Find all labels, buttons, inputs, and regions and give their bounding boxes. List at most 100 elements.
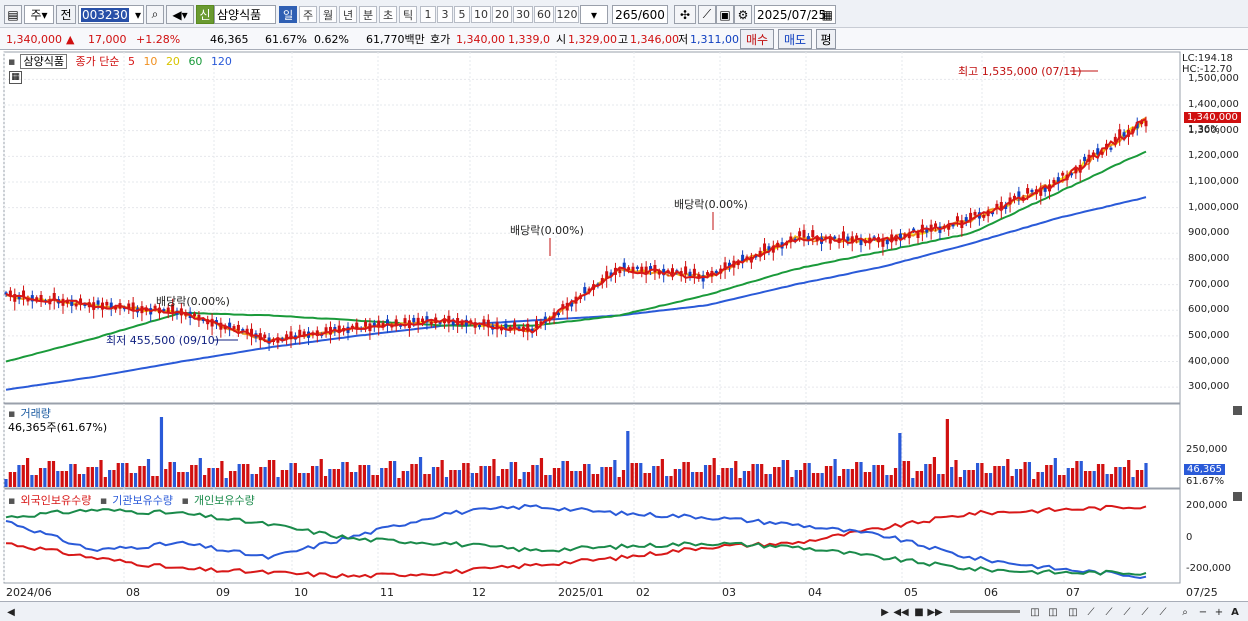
low-price: 1,311,00 bbox=[690, 32, 739, 46]
candle-body bbox=[806, 236, 810, 241]
candle-body bbox=[65, 299, 69, 304]
interval-10[interactable]: 10 bbox=[471, 6, 491, 23]
calendar-icon[interactable]: ▦ bbox=[821, 7, 833, 22]
interval-5[interactable]: 5 bbox=[454, 6, 470, 23]
volume-bar bbox=[393, 461, 397, 487]
legend-square-icon: ▪ bbox=[181, 494, 189, 507]
interval-120[interactable]: 120 bbox=[555, 6, 579, 23]
volume-bar bbox=[742, 471, 747, 487]
play-icon[interactable]: ▶▶ bbox=[927, 606, 943, 618]
save-icon[interactable]: ▣ bbox=[716, 5, 734, 24]
text-tool-icon[interactable]: A bbox=[1231, 606, 1239, 618]
interval-1[interactable]: 1 bbox=[420, 6, 436, 23]
legend-institution[interactable]: 기관보유수량 bbox=[112, 494, 174, 507]
draw-line-icon[interactable]: ⟋ bbox=[698, 5, 716, 24]
close-icon[interactable] bbox=[1233, 406, 1242, 415]
legend-ma10[interactable]: 10 bbox=[143, 55, 158, 68]
mode-select[interactable]: 주 ▾ bbox=[24, 5, 54, 24]
legend-foreign[interactable]: 외국인보유수량 bbox=[20, 494, 92, 507]
legend-stock[interactable]: 삼양식품 bbox=[20, 54, 67, 69]
legend-individual[interactable]: 개인보유수량 bbox=[193, 494, 255, 507]
interval-60[interactable]: 60 bbox=[534, 6, 554, 23]
zoom-slider[interactable] bbox=[950, 610, 1020, 613]
table-icon[interactable]: ▦ bbox=[9, 71, 22, 84]
interval-3[interactable]: 3 bbox=[437, 6, 453, 23]
volume-bar bbox=[1131, 477, 1135, 487]
volume-bar bbox=[56, 471, 60, 487]
volume-bar bbox=[915, 471, 919, 487]
zoom-in-icon[interactable]: + bbox=[1214, 606, 1224, 618]
draw-tool-icon-3[interactable]: ⟋ bbox=[1123, 606, 1131, 618]
tab-period-month[interactable]: 월 bbox=[319, 6, 337, 23]
tab-period-week[interactable]: 주 bbox=[299, 6, 317, 23]
buy-button[interactable]: 매수 bbox=[740, 29, 774, 49]
candle-body bbox=[236, 324, 240, 331]
draw-tool-icon-4[interactable]: ⟋ bbox=[1141, 606, 1149, 618]
scroll-bar[interactable]: ◀ ▶ ◀◀ ■ ▶▶ ◫ ◫ ◫ ⟋ ⟋ ⟋ ⟋ ⟋ ⌕ − + A bbox=[0, 601, 1248, 621]
tab-period-tick[interactable]: 틱 bbox=[399, 6, 417, 23]
gear-icon[interactable]: ⚙ bbox=[734, 5, 752, 24]
stop-icon[interactable]: ■ bbox=[914, 606, 924, 618]
interval-30[interactable]: 30 bbox=[513, 6, 533, 23]
chart-type-icon-2[interactable]: ◫ bbox=[1048, 606, 1058, 618]
interval-select[interactable]: ▾ bbox=[580, 5, 608, 24]
x-axis-label: 11 bbox=[380, 586, 394, 599]
volume-title-text[interactable]: 거래량 bbox=[20, 407, 51, 420]
volume-bar bbox=[479, 466, 483, 487]
volume-bar bbox=[587, 464, 591, 487]
candle-body bbox=[517, 326, 521, 329]
scroll-right-icon[interactable]: ▶ bbox=[881, 606, 889, 618]
search-icon[interactable]: ⌕ bbox=[146, 5, 164, 24]
search-icon[interactable]: ⌕ bbox=[1182, 606, 1188, 618]
candle-body bbox=[1113, 136, 1117, 142]
close-icon[interactable] bbox=[1233, 492, 1242, 501]
rewind-icon[interactable]: ◀◀ bbox=[893, 606, 909, 618]
legend-ma5[interactable]: 5 bbox=[127, 55, 135, 68]
price-chart[interactable]: 최고 1,535,000 (07/11) 최저 455,500 (09/10) … bbox=[0, 50, 1248, 601]
tab-period-year[interactable]: 년 bbox=[339, 6, 357, 23]
interval-20[interactable]: 20 bbox=[492, 6, 512, 23]
volume-bar bbox=[164, 469, 168, 487]
volume-bar bbox=[77, 474, 82, 487]
scroll-left-icon[interactable]: ◀ bbox=[7, 606, 15, 618]
volume-value: 46,365 bbox=[210, 32, 249, 46]
candle-body bbox=[1061, 172, 1065, 176]
candle-body bbox=[727, 262, 731, 267]
draw-tool-icon-2[interactable]: ⟋ bbox=[1105, 606, 1113, 618]
candle-body bbox=[144, 307, 148, 312]
speaker-icon[interactable]: ◀▾ bbox=[166, 5, 194, 24]
code-input[interactable]: 003230 ▾ bbox=[78, 5, 144, 24]
volume-bar bbox=[99, 460, 103, 487]
legend-ma120[interactable]: 120 bbox=[210, 55, 232, 68]
eval-button[interactable]: 평 bbox=[816, 29, 836, 49]
volume-bar bbox=[505, 469, 509, 487]
volume-bar bbox=[1088, 471, 1092, 487]
tab-period-second[interactable]: 초 bbox=[379, 6, 397, 23]
count-input[interactable]: 265/600 bbox=[612, 5, 668, 24]
chart-type-icon[interactable]: ◫ bbox=[1030, 606, 1040, 618]
chart-type-icon-3[interactable]: ◫ bbox=[1068, 606, 1078, 618]
tab-period-minute[interactable]: 분 bbox=[359, 6, 377, 23]
stock-name[interactable]: 삼양식품 bbox=[214, 5, 276, 24]
draw-tool-icon[interactable]: ⟋ bbox=[1087, 606, 1095, 618]
volume-bar bbox=[73, 464, 77, 487]
tab-period-day[interactable]: 일 bbox=[279, 6, 297, 23]
legend-ma20[interactable]: 20 bbox=[165, 55, 180, 68]
volume-bar bbox=[220, 461, 224, 487]
draw-tool-icon-5[interactable]: ⟋ bbox=[1159, 606, 1167, 618]
volume-bar bbox=[690, 472, 695, 487]
prev-button[interactable]: 전 bbox=[56, 5, 76, 24]
zoom-out-icon[interactable]: − bbox=[1198, 606, 1208, 618]
legend-main[interactable]: 종가 단순 bbox=[75, 55, 120, 68]
date-input[interactable]: 2025/07/25 ▦ bbox=[754, 5, 836, 24]
legend-ma60[interactable]: 60 bbox=[188, 55, 203, 68]
sell-button[interactable]: 매도 bbox=[778, 29, 812, 49]
volume-bar bbox=[215, 468, 220, 487]
volume-bar bbox=[889, 475, 893, 487]
candle-body bbox=[898, 233, 902, 240]
volume-bar bbox=[928, 464, 932, 487]
layout-icon[interactable]: ▤ bbox=[4, 5, 22, 24]
crosshair-icon[interactable]: ✣ bbox=[674, 5, 696, 24]
legend-square-icon: ▪ bbox=[8, 55, 16, 68]
candle-body bbox=[662, 268, 666, 276]
